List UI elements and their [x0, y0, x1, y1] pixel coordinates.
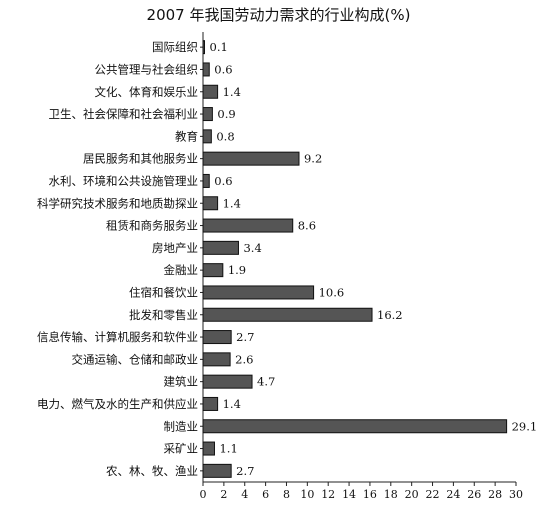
value-label: 8.6: [298, 219, 316, 233]
value-label: 1.9: [228, 263, 246, 277]
x-tick-label: 10: [300, 488, 314, 501]
value-label: 1.4: [223, 196, 241, 210]
bar: [202, 240, 239, 255]
category-label: 住宿和餐饮业: [129, 285, 198, 299]
category-label: 文化、体育和娱乐业: [95, 85, 199, 99]
category-label: 国际组织: [152, 40, 198, 54]
x-tick-label: 20: [405, 488, 419, 501]
x-tick-label: 26: [467, 488, 481, 501]
x-tick-label: 30: [509, 488, 523, 501]
x-tick-label: 8: [283, 488, 290, 501]
bar: [202, 307, 373, 322]
bar: [202, 62, 210, 77]
x-tick-label: 24: [446, 488, 460, 501]
x-tick-label: 28: [488, 488, 502, 501]
category-label: 房地产业: [152, 241, 198, 255]
bar: [202, 374, 253, 389]
x-tick-label: 0: [200, 488, 207, 501]
value-label: 0.1: [210, 40, 228, 54]
value-label: 1.4: [223, 397, 241, 411]
bar: [202, 352, 231, 367]
chart-title: 2007 年我国劳动力需求的行业构成(%): [146, 6, 411, 24]
bar: [202, 84, 219, 99]
bar: [202, 129, 212, 144]
value-label: 9.2: [304, 152, 322, 166]
value-label: 3.4: [243, 241, 261, 255]
x-tick-label: 2: [220, 488, 227, 501]
value-label: 2.6: [235, 352, 253, 366]
category-label: 教育: [175, 129, 198, 143]
category-label: 批发和零售业: [129, 308, 198, 322]
bar: [202, 330, 232, 345]
value-label: 1.4: [223, 85, 241, 99]
bar: [202, 263, 224, 278]
category-label: 交通运输、仓储和邮政业: [72, 352, 199, 366]
category-label: 采矿业: [164, 442, 199, 456]
x-tick-label: 18: [384, 488, 398, 501]
bar: [202, 196, 219, 211]
value-label: 0.6: [214, 62, 232, 76]
value-label: 1.1: [219, 442, 237, 456]
category-label: 电力、燃气及水的生产和供应业: [37, 397, 198, 411]
category-label: 水利、环境和公共设施管理业: [49, 174, 199, 188]
bar: [202, 173, 210, 188]
bar: [202, 151, 300, 166]
category-label: 居民服务和其他服务业: [83, 152, 198, 166]
bar: [202, 40, 205, 55]
value-label: 0.8: [216, 129, 234, 143]
x-tick-label: 4: [241, 488, 248, 501]
bar: [202, 218, 294, 233]
value-label: 16.2: [377, 308, 403, 322]
bar: [202, 441, 215, 456]
bar: [202, 463, 232, 478]
value-label: 10.6: [319, 285, 345, 299]
x-tick-label: 12: [321, 488, 335, 501]
category-label: 金融业: [164, 263, 199, 277]
category-label: 农、林、牧、渔业: [106, 464, 198, 478]
x-tick-label: 16: [363, 488, 377, 501]
bar: [202, 419, 508, 434]
bar: [202, 107, 213, 122]
category-label: 制造业: [164, 419, 199, 433]
category-label: 公共管理与社会组织: [95, 62, 199, 76]
category-label: 科学研究技术服务和地质勘探业: [37, 196, 198, 210]
value-label: 2.7: [236, 464, 254, 478]
value-label: 0.6: [214, 174, 232, 188]
value-label: 2.7: [236, 330, 254, 344]
category-label: 租赁和商务服务业: [106, 219, 198, 233]
x-tick-label: 6: [262, 488, 269, 501]
bar: [202, 285, 315, 300]
value-label: 4.7: [257, 375, 275, 389]
value-label: 0.9: [217, 107, 235, 121]
value-label: 29.1: [512, 419, 538, 433]
bar: [202, 396, 219, 411]
category-label: 信息传输、计算机服务和软件业: [37, 330, 198, 344]
x-tick-label: 22: [426, 488, 440, 501]
category-label: 建筑业: [164, 375, 199, 389]
x-tick-label: 14: [342, 488, 356, 501]
category-label: 卫生、社会保障和社会福利业: [49, 107, 199, 121]
